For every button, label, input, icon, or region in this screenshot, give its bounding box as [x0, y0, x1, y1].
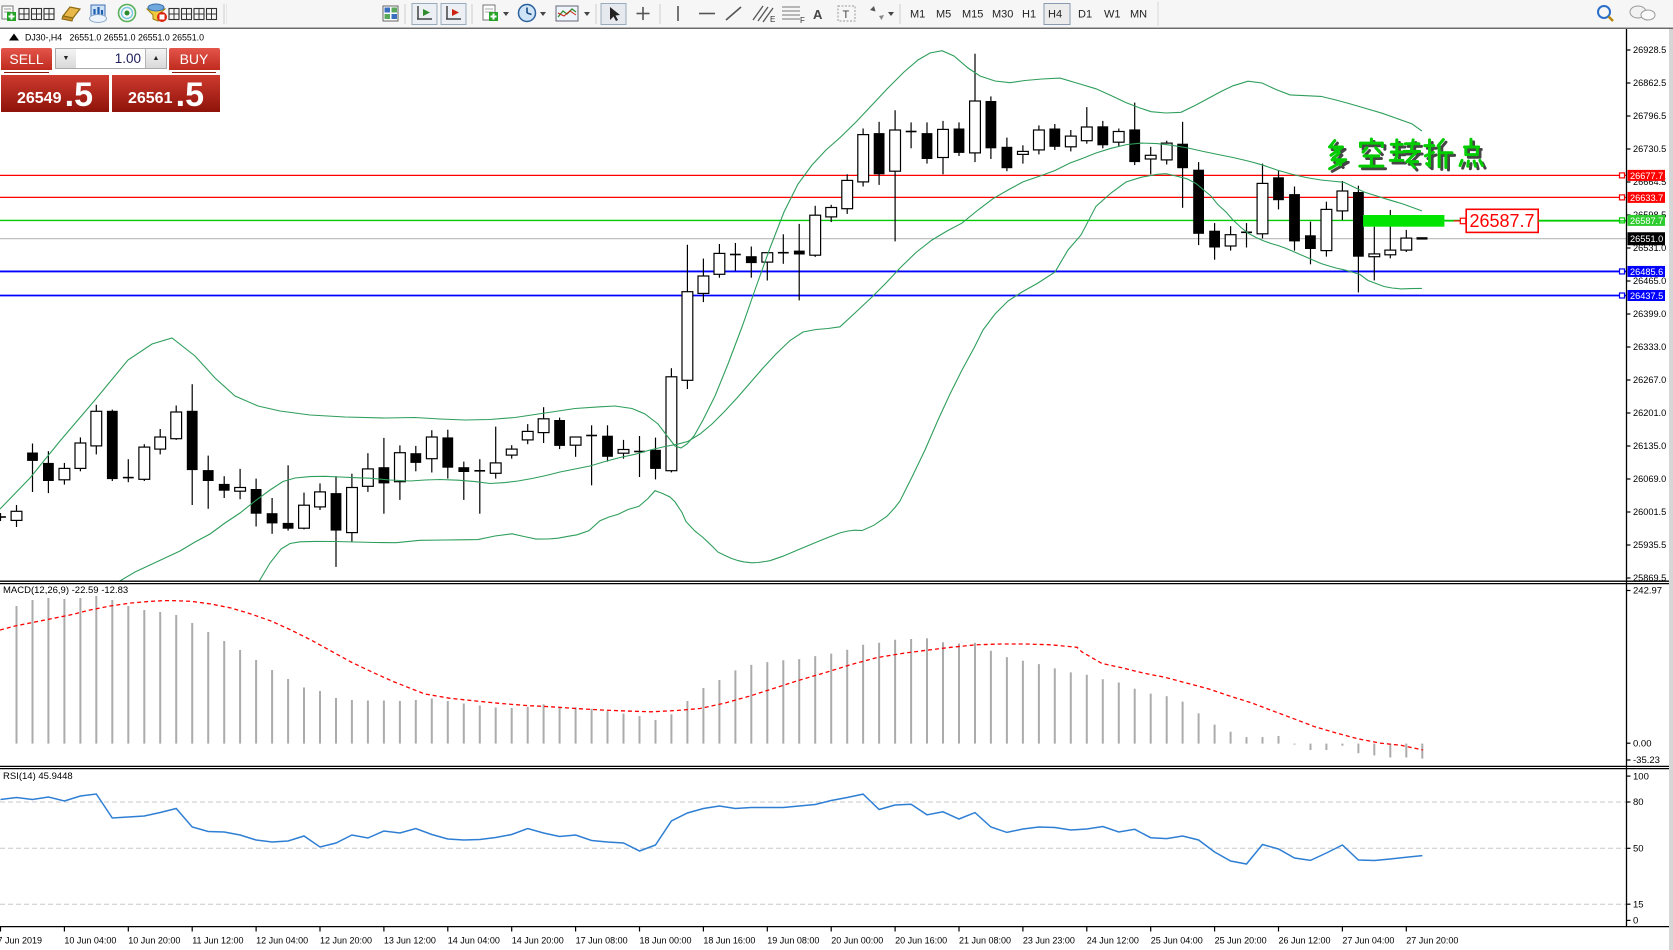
svg-text:18 Jun 00:00: 18 Jun 00:00 [640, 936, 692, 946]
svg-text:19 Jun 08:00: 19 Jun 08:00 [767, 936, 819, 946]
svg-text:26485.6: 26485.6 [1630, 267, 1663, 277]
svg-text:MN: MN [1130, 9, 1147, 21]
svg-text:24 Jun 12:00: 24 Jun 12:00 [1087, 936, 1139, 946]
svg-text:26201.0: 26201.0 [1633, 408, 1666, 418]
svg-text:26633.7: 26633.7 [1630, 193, 1663, 203]
svg-text:26587.7: 26587.7 [1630, 216, 1663, 226]
svg-text:26437.5: 26437.5 [1630, 291, 1663, 301]
svg-text:D1: D1 [1078, 9, 1092, 21]
svg-text:M5: M5 [936, 9, 951, 21]
svg-text:242.97: 242.97 [1633, 586, 1662, 597]
svg-text:0: 0 [1633, 916, 1638, 927]
svg-text:H4: H4 [1048, 9, 1062, 21]
svg-text:A: A [813, 7, 823, 22]
svg-text:26 Jun 12:00: 26 Jun 12:00 [1279, 936, 1331, 946]
svg-text:26862.5: 26862.5 [1633, 78, 1666, 88]
svg-text:H1: H1 [1022, 9, 1036, 21]
svg-text:26664.5: 26664.5 [1633, 177, 1666, 187]
svg-text:13 Jun 12:00: 13 Jun 12:00 [384, 936, 436, 946]
svg-text:MACD(12,26,9) -22.59 -12.83: MACD(12,26,9) -22.59 -12.83 [3, 585, 128, 596]
svg-text:50: 50 [1633, 844, 1644, 855]
svg-text:M30: M30 [992, 9, 1013, 21]
svg-text:18 Jun 16:00: 18 Jun 16:00 [703, 936, 755, 946]
svg-text:100: 100 [1633, 771, 1649, 782]
svg-text:26587.7: 26587.7 [1469, 211, 1534, 231]
svg-text:12 Jun 20:00: 12 Jun 20:00 [320, 936, 372, 946]
svg-text:26069.0: 26069.0 [1633, 474, 1666, 484]
svg-text:T: T [843, 9, 850, 21]
svg-text:0.00: 0.00 [1633, 738, 1652, 749]
svg-text:11 Jun 12:00: 11 Jun 12:00 [192, 936, 243, 946]
svg-text:26796.5: 26796.5 [1633, 111, 1666, 121]
svg-text:26333.0: 26333.0 [1633, 342, 1666, 352]
svg-text:25 Jun 04:00: 25 Jun 04:00 [1151, 936, 1203, 946]
svg-text:25935.5: 25935.5 [1633, 540, 1666, 550]
svg-text:26001.5: 26001.5 [1633, 507, 1666, 517]
svg-text:E: E [770, 15, 775, 24]
svg-text:23 Jun 23:00: 23 Jun 23:00 [1023, 936, 1075, 946]
svg-text:20 Jun 00:00: 20 Jun 00:00 [831, 936, 883, 946]
svg-text:RSI(14) 45.9448: RSI(14) 45.9448 [3, 771, 73, 782]
svg-text:80: 80 [1633, 797, 1644, 808]
svg-text:26730.5: 26730.5 [1633, 144, 1666, 154]
svg-text:14 Jun 04:00: 14 Jun 04:00 [448, 936, 500, 946]
svg-text:26677.7: 26677.7 [1630, 171, 1663, 181]
svg-text:W1: W1 [1104, 9, 1121, 21]
svg-text:26399.0: 26399.0 [1633, 309, 1666, 319]
svg-text:26551.0: 26551.0 [1630, 234, 1663, 244]
svg-text:14 Jun 20:00: 14 Jun 20:00 [512, 936, 564, 946]
svg-text:12 Jun 04:00: 12 Jun 04:00 [256, 936, 308, 946]
svg-text:7 Jun 2019: 7 Jun 2019 [0, 936, 42, 946]
svg-text:M15: M15 [962, 9, 983, 21]
svg-text:17 Jun 08:00: 17 Jun 08:00 [576, 936, 628, 946]
svg-text:-35.23: -35.23 [1633, 755, 1660, 766]
svg-text:26465.0: 26465.0 [1633, 276, 1666, 286]
svg-text:27 Jun 20:00: 27 Jun 20:00 [1406, 936, 1458, 946]
svg-text:26531.0: 26531.0 [1633, 243, 1666, 253]
svg-text:M1: M1 [910, 9, 925, 21]
svg-text:DJ30-,H4 26551.0 26551.0 265: DJ30-,H4 26551.0 26551.0 26551.0 26551.0 [25, 33, 204, 43]
svg-text:21 Jun 08:00: 21 Jun 08:00 [959, 936, 1011, 946]
svg-text:26267.0: 26267.0 [1633, 375, 1666, 385]
svg-text:15: 15 [1633, 899, 1644, 910]
svg-text:26928.5: 26928.5 [1633, 45, 1666, 55]
svg-text:F: F [800, 16, 805, 25]
svg-text:20 Jun 16:00: 20 Jun 16:00 [895, 936, 947, 946]
svg-text:25 Jun 20:00: 25 Jun 20:00 [1215, 936, 1267, 946]
svg-text:10 Jun 20:00: 10 Jun 20:00 [128, 936, 180, 946]
svg-text:25869.5: 25869.5 [1633, 573, 1666, 583]
svg-text:26135.0: 26135.0 [1633, 441, 1666, 451]
svg-text:10 Jun 04:00: 10 Jun 04:00 [64, 936, 116, 946]
svg-text:27 Jun 04:00: 27 Jun 04:00 [1342, 936, 1394, 946]
